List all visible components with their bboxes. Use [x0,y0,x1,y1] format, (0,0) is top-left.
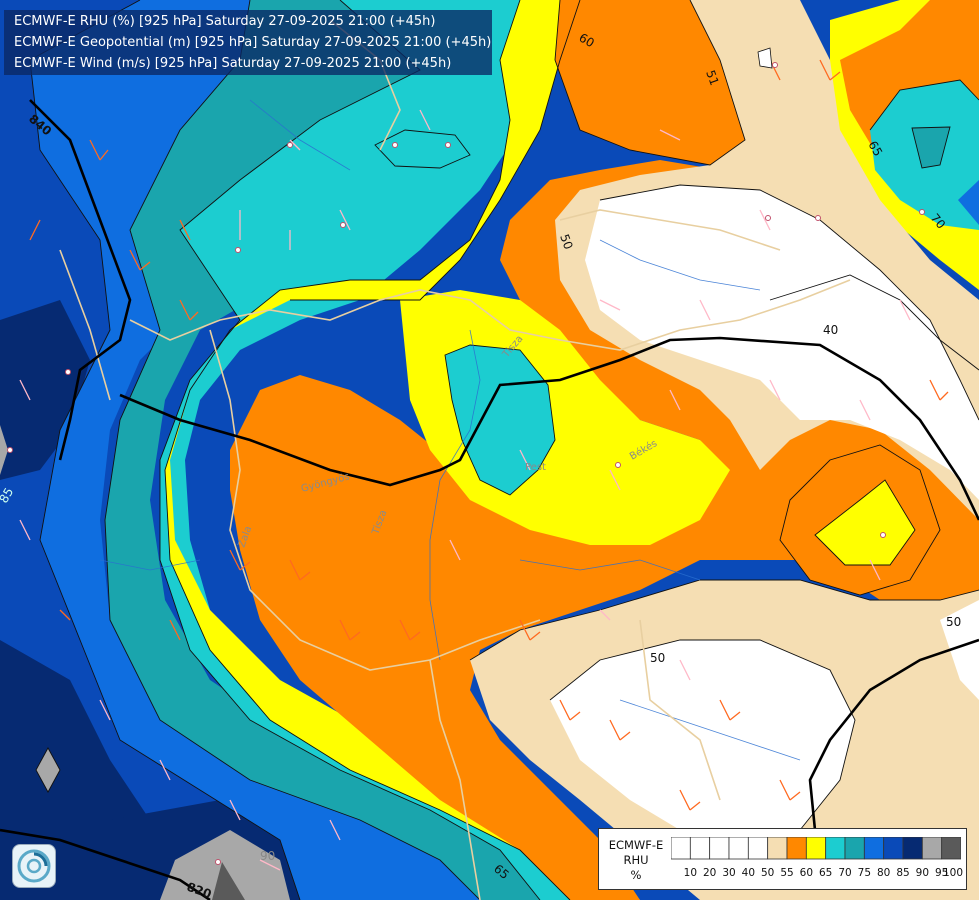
legend-tick-label: 100 [942,867,964,879]
legend-swatch [883,837,904,860]
rhu-legend: ECMWF-E RHU % 10 20 30 40 50 55 60 65 70 75 80 85 90… [598,828,967,890]
legend-swatch [747,837,769,860]
legend-label: ECMWF-E RHU % [601,838,671,883]
title-line-rhu: ECMWF-E RHU (%) [925 hPa] Saturday 27-09… [14,14,436,29]
legend-tick-label: 30 [722,867,736,879]
legend-tick-label: 70 [838,867,852,879]
legend-label-unit: % [630,868,642,882]
contour-label: 50 [650,651,665,665]
title-line-wind: ECMWF-E Wind (m/s) [925 hPa] Saturday 27… [14,56,452,71]
rhu-band-teal [160,0,570,900]
contour-label: 65 [865,139,885,159]
legend-swatch [844,837,865,860]
legend-swatch [671,837,691,860]
contour-label: 51 [703,68,721,87]
legend-swatch [805,837,827,860]
legend-tick-label: 80 [876,867,891,879]
contour-label: 60 [577,30,597,50]
rhu-band-dark-grey-south [212,862,245,900]
legend-tick-label: 95 [934,867,949,879]
legend-swatch [921,837,943,860]
legend-swatch [728,837,749,860]
legend-tick-label: 50 [760,867,775,879]
legend-label-model: ECMWF-E [608,838,664,852]
rhu-band-orange-north [555,0,745,165]
legend-swatch [709,837,730,860]
map-title-box: ECMWF-E RHU (%) [925 hPa] Saturday 27-09… [4,10,492,75]
country-borders [59,19,851,900]
contour-label: 40 [823,323,838,337]
rhu-band-blue-northeast [958,180,979,225]
contour-label: 50 [557,232,575,251]
title-line-geopotential: ECMWF-E Geopotential (m) [925 hPa] Satur… [14,35,492,50]
legend-tick-label: 65 [818,867,833,879]
legend-tick-label: 55 [780,867,794,879]
place-label: Pest [525,462,546,473]
legend-tick-label: 90 [915,867,930,879]
rhu-band-grey-west [0,425,8,475]
rhu-contour-lines [29,0,979,900]
legend-label-variable: RHU [623,853,649,867]
legend-color-bar [671,837,961,860]
contour-label: 90 [260,849,275,863]
legend-swatch [767,837,788,860]
rhu-band-grey-south [160,830,290,900]
rhu-band-dark-teal-northeast [912,127,950,168]
river-lines [99,99,801,761]
legend-swatch [941,837,961,860]
legend-swatch [786,837,807,860]
white-marker-north [757,47,773,69]
legend-tick-labels: 10 20 30 40 50 55 60 65 70 75 80 85 90 95 100 [671,867,964,881]
legend-tick-label: 40 [741,867,756,879]
contour-label: 50 [946,615,961,629]
contour-label: 820 [185,880,213,900]
ecmwf-logo [12,844,56,888]
legend-tick-label: 85 [896,867,910,879]
rhu-band-white-south [550,640,855,840]
legend-tick-label: 20 [702,867,717,879]
legend-swatch [825,837,846,860]
station-dots [7,62,925,865]
legend-swatch [902,837,923,860]
legend-tick-label: 75 [857,867,872,879]
rhu-band-deep-navy-west [0,300,90,480]
legend-tick-label: 10 [683,867,698,879]
rhu-band-white-east [940,600,979,700]
geopotential-contours [0,99,979,900]
rhu-band-yellow-east [815,480,915,565]
legend-tick-label: 60 [799,867,814,879]
legend-swatch [863,837,885,860]
wind-barbs [19,59,949,871]
legend-swatch [689,837,711,860]
